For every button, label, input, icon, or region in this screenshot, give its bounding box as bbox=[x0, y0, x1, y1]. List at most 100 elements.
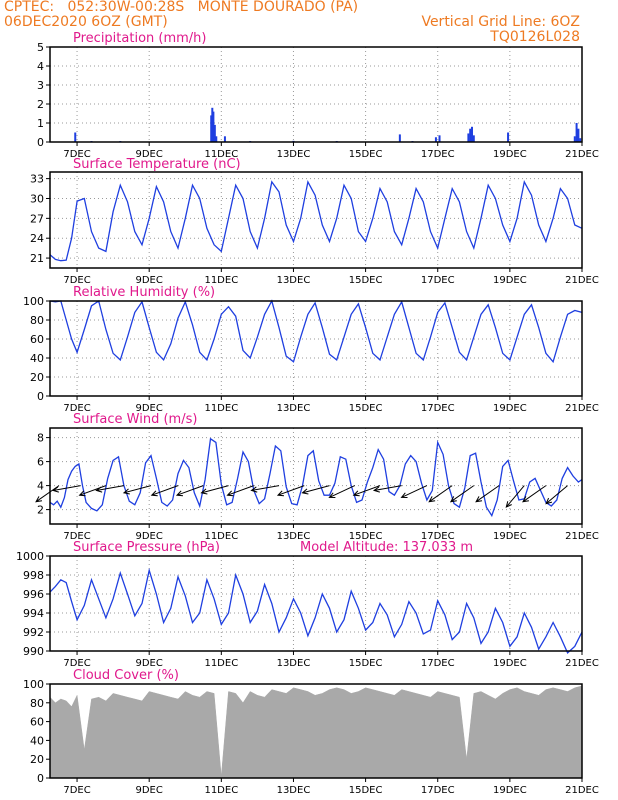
wind-arrow bbox=[505, 485, 525, 508]
temperature-ytick-label: 33 bbox=[30, 173, 44, 186]
precipitation-xtick-label: 17DEC bbox=[421, 149, 455, 160]
wind-title: Surface Wind (m/s) bbox=[73, 412, 197, 427]
wind-arrow bbox=[78, 485, 107, 497]
precipitation-bar bbox=[211, 107, 214, 142]
temperature-xtick-label: 15DEC bbox=[349, 275, 383, 286]
humidity-ytick-label: 60 bbox=[30, 333, 44, 346]
pressure-frame bbox=[49, 555, 583, 652]
wind-arrow bbox=[545, 485, 568, 505]
precipitation-bar bbox=[573, 136, 576, 142]
wind-ytick-label: 2 bbox=[37, 504, 44, 517]
precipitation-ytick-label: 0 bbox=[37, 136, 44, 149]
precipitation-ytick-label: 3 bbox=[37, 79, 44, 92]
station-header: CPTEC: 052:30W-00:28S MONTE DOURADO (PA) bbox=[4, 0, 359, 15]
cloud-xtick-label: 17DEC bbox=[421, 785, 455, 796]
wind-arrow bbox=[301, 485, 330, 495]
cloud-ytick-label: 100 bbox=[23, 678, 44, 691]
wind-xtick-label: 11DEC bbox=[204, 531, 238, 542]
pressure-ytick-label: 992 bbox=[23, 626, 44, 639]
temperature-title: Surface Temperature (nC) bbox=[73, 157, 241, 172]
humidity-ytick-label: 80 bbox=[30, 314, 44, 327]
cloud-ytick-label: 40 bbox=[30, 734, 44, 747]
humidity-ytick-label: 100 bbox=[23, 295, 44, 308]
precipitation-bar bbox=[438, 135, 441, 142]
pressure-xtick-label: 21DEC bbox=[565, 658, 599, 669]
temperature-frame bbox=[49, 171, 583, 269]
temperature-xtick-label: 13DEC bbox=[277, 275, 311, 286]
pressure-xtick-label: 9DEC bbox=[135, 658, 162, 669]
pressure-xtick-label: 19DEC bbox=[493, 658, 527, 669]
temperature-ytick-label: 30 bbox=[30, 192, 44, 205]
temperature-ytick-label: 21 bbox=[30, 252, 44, 265]
wind-ytick-label: 8 bbox=[37, 432, 44, 445]
cloud-xtick-label: 7DEC bbox=[63, 785, 90, 796]
cloud-xtick-label: 15DEC bbox=[349, 785, 383, 796]
precipitation-bar bbox=[579, 138, 582, 142]
wind-xtick-label: 9DEC bbox=[135, 531, 162, 542]
precipitation-xtick-label: 19DEC bbox=[493, 149, 527, 160]
precipitation-ytick-label: 2 bbox=[37, 98, 44, 111]
wind-arrow bbox=[475, 485, 500, 503]
temperature-series-line bbox=[49, 180, 583, 262]
cloud-ytick-label: 60 bbox=[30, 716, 44, 729]
wind-arrow bbox=[352, 485, 381, 497]
temperature-ytick-label: 24 bbox=[30, 232, 44, 245]
cloud-ytick-label: 0 bbox=[37, 772, 44, 785]
pressure-annotation: Model Altitude: 137.033 m bbox=[300, 540, 473, 555]
wind-arrow bbox=[150, 485, 179, 497]
wind-arrow bbox=[51, 485, 81, 493]
precipitation-bar bbox=[215, 136, 218, 142]
pressure-xtick-label: 17DEC bbox=[421, 658, 455, 669]
cloud-xtick-label: 21DEC bbox=[565, 785, 599, 796]
precipitation-bar bbox=[398, 134, 401, 142]
wind-arrow bbox=[372, 485, 402, 493]
humidity-xtick-label: 9DEC bbox=[135, 403, 162, 414]
precipitation-bar bbox=[470, 126, 473, 142]
humidity-xtick-label: 13DEC bbox=[277, 403, 311, 414]
temperature-xtick-label: 11DEC bbox=[204, 275, 238, 286]
humidity-series-line bbox=[49, 299, 583, 364]
precipitation-xtick-label: 9DEC bbox=[135, 149, 162, 160]
precipitation-bar bbox=[210, 115, 213, 142]
cloud-ytick-label: 20 bbox=[30, 753, 44, 766]
wind-arrow bbox=[175, 485, 204, 497]
temperature-xtick-label: 19DEC bbox=[493, 275, 527, 286]
wind-series-line bbox=[49, 437, 583, 518]
precipitation-bar bbox=[467, 133, 470, 142]
wind-arrow bbox=[449, 485, 475, 503]
precipitation-xtick-label: 13DEC bbox=[277, 149, 311, 160]
pressure-ytick-label: 990 bbox=[23, 645, 44, 658]
humidity-ytick-label: 20 bbox=[30, 371, 44, 384]
pressure-ytick-label: 996 bbox=[23, 588, 44, 601]
precipitation-xtick-label: 15DEC bbox=[349, 149, 383, 160]
temperature-xtick-label: 17DEC bbox=[421, 275, 455, 286]
cloud-xtick-label: 19DEC bbox=[493, 785, 527, 796]
precipitation-title: Precipitation (mm/h) bbox=[73, 31, 206, 46]
temperature-ytick-label: 27 bbox=[30, 212, 44, 225]
precipitation-ytick-label: 4 bbox=[37, 60, 44, 73]
wind-arrow bbox=[95, 485, 125, 493]
wind-xtick-label: 21DEC bbox=[565, 531, 599, 542]
precipitation-bar bbox=[213, 124, 216, 142]
humidity-xtick-label: 11DEC bbox=[204, 403, 238, 414]
wind-arrow bbox=[250, 485, 280, 493]
wind-ytick-label: 6 bbox=[37, 456, 44, 469]
humidity-xtick-label: 15DEC bbox=[349, 403, 383, 414]
wind-arrow bbox=[35, 485, 60, 503]
run-date: 06DEC2020 6OZ (GMT) bbox=[4, 14, 168, 30]
wind-arrow bbox=[328, 485, 355, 499]
humidity-title: Relative Humidity (%) bbox=[73, 285, 215, 300]
wind-xtick-label: 19DEC bbox=[493, 531, 527, 542]
precipitation-ytick-label: 5 bbox=[37, 41, 44, 54]
cloud-title: Cloud Cover (%) bbox=[73, 668, 179, 683]
pressure-xtick-label: 15DEC bbox=[349, 658, 383, 669]
humidity-frame bbox=[49, 300, 583, 397]
precipitation-bar bbox=[472, 135, 475, 142]
wind-ytick-label: 4 bbox=[37, 480, 44, 493]
temperature-xtick-label: 9DEC bbox=[135, 275, 162, 286]
precipitation-bar bbox=[74, 132, 77, 142]
precipitation-frame bbox=[49, 46, 583, 143]
wind-arrow bbox=[276, 485, 305, 497]
pressure-ytick-label: 994 bbox=[23, 607, 44, 620]
